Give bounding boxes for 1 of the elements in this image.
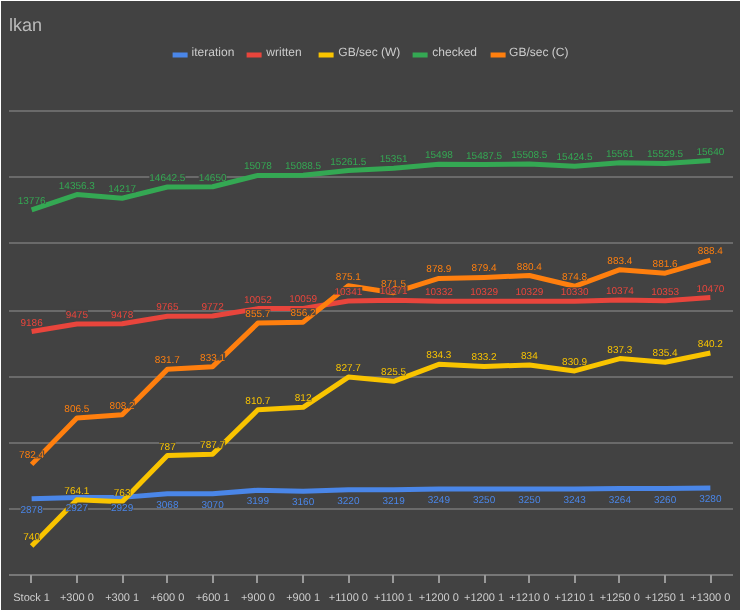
chart-title: lkan	[9, 15, 43, 35]
